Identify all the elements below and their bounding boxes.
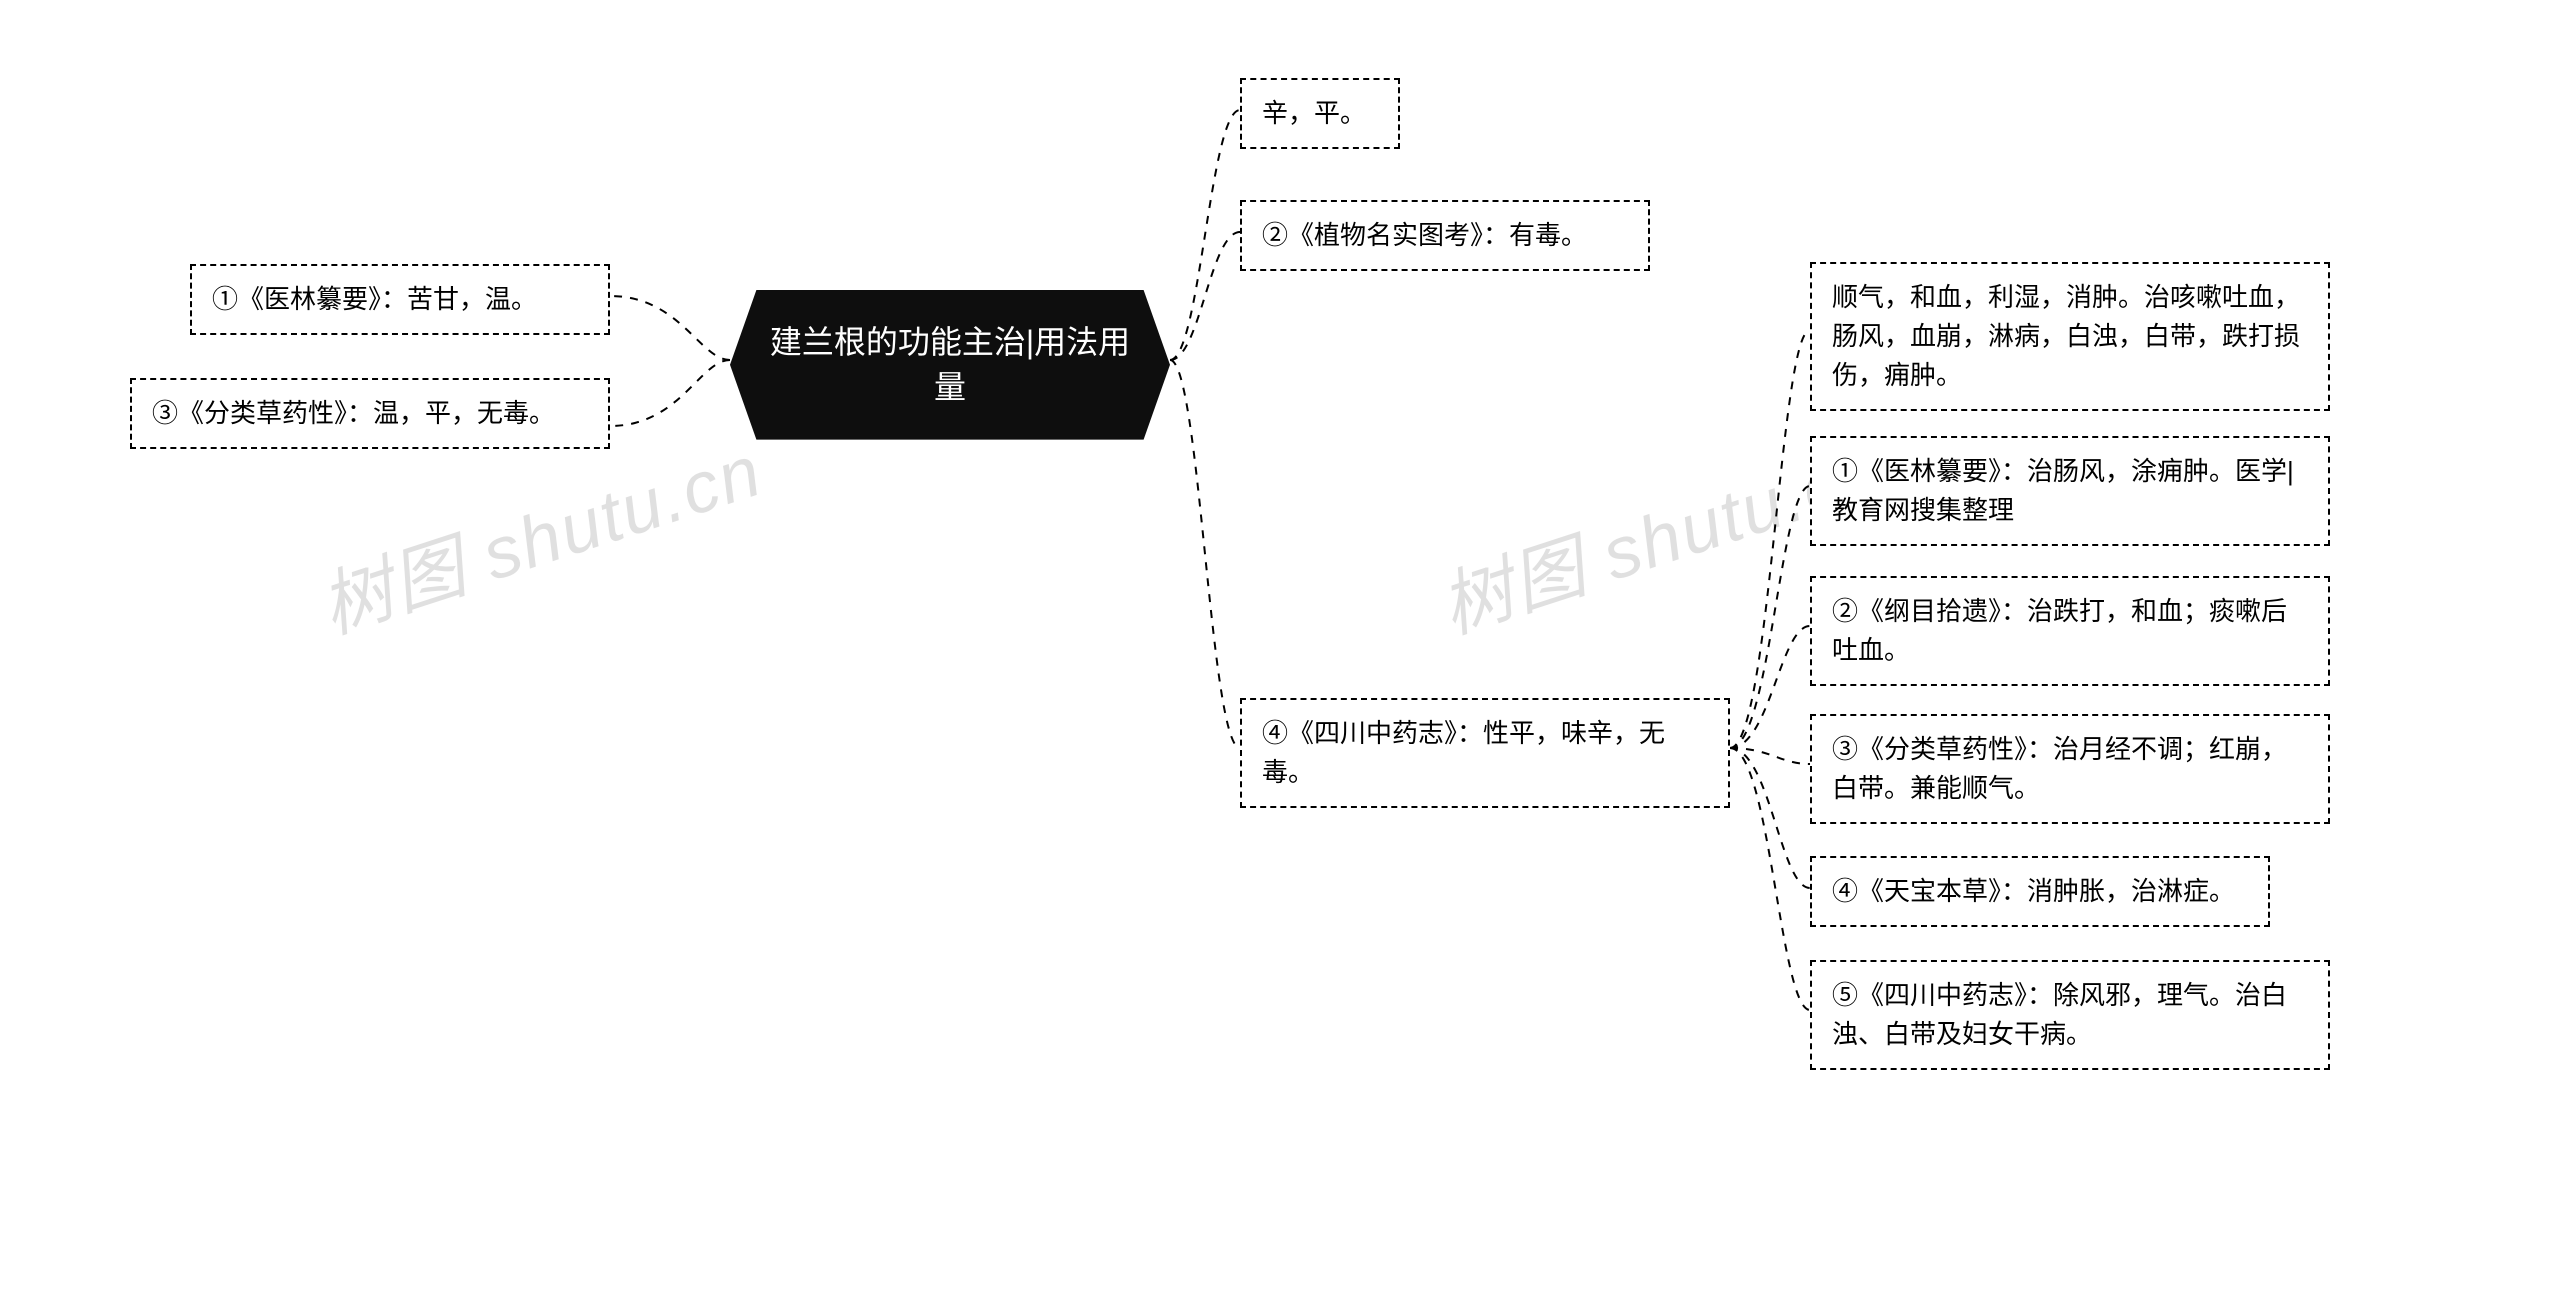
child-node-2: ①《医林纂要》：治肠风，涂痈肿。医学|教育网搜集整理: [1810, 436, 2330, 546]
node-label: ⑤《四川中药志》：除风邪，理气。治白浊、白带及妇女干病。: [1832, 980, 2287, 1049]
node-label: ②《植物名实图考》：有毒。: [1262, 220, 1587, 250]
edge: [1730, 486, 1810, 748]
edge: [1170, 232, 1240, 360]
root-label: 建兰根的功能主治|用法用量: [770, 324, 1130, 405]
node-label: 辛，平。: [1262, 98, 1366, 128]
node-label: ④《四川中药志》：性平，味辛，无毒。: [1262, 718, 1665, 787]
node-label: ①《医林纂要》：治肠风，涂痈肿。医学|教育网搜集整理: [1832, 456, 2294, 525]
child-node-4: ③《分类草药性》：治月经不调；红崩，白带。兼能顺气。: [1810, 714, 2330, 824]
node-label: ④《天宝本草》：消肿胀，治淋症。: [1832, 876, 2235, 906]
left-node-1: ①《医林纂要》：苦甘，温。: [190, 264, 610, 335]
child-node-1: 顺气，和血，利湿，消肿。治咳嗽吐血，肠风，血崩，淋病，白浊，白带，跌打损伤，痈肿…: [1810, 262, 2330, 411]
node-label: ③《分类草药性》：治月经不调；红崩，白带。兼能顺气。: [1832, 734, 2287, 803]
edge: [1730, 330, 1810, 748]
edge: [610, 360, 730, 426]
root-node: 建兰根的功能主治|用法用量: [730, 290, 1170, 440]
child-node-5: ④《天宝本草》：消肿胀，治淋症。: [1810, 856, 2270, 927]
node-label: ③《分类草药性》：温，平，无毒。: [152, 398, 555, 428]
child-node-3: ②《纲目拾遗》：治跌打，和血；痰嗽后吐血。: [1810, 576, 2330, 686]
edge: [1730, 748, 1810, 764]
node-label: 顺气，和血，利湿，消肿。治咳嗽吐血，肠风，血崩，淋病，白浊，白带，跌打损伤，痈肿…: [1832, 282, 2300, 390]
edge: [1730, 626, 1810, 748]
child-node-6: ⑤《四川中药志》：除风邪，理气。治白浊、白带及妇女干病。: [1810, 960, 2330, 1070]
edge: [1730, 748, 1810, 888]
left-node-2: ③《分类草药性》：温，平，无毒。: [130, 378, 610, 449]
edge: [1170, 360, 1240, 748]
right-node-3: ④《四川中药志》：性平，味辛，无毒。: [1240, 698, 1730, 808]
node-label: ①《医林纂要》：苦甘，温。: [212, 284, 537, 314]
edge: [1730, 748, 1810, 1010]
edge: [610, 296, 730, 360]
edge: [1170, 110, 1240, 360]
right-node-1: 辛，平。: [1240, 78, 1400, 149]
right-node-2: ②《植物名实图考》：有毒。: [1240, 200, 1650, 271]
node-label: ②《纲目拾遗》：治跌打，和血；痰嗽后吐血。: [1832, 596, 2287, 665]
